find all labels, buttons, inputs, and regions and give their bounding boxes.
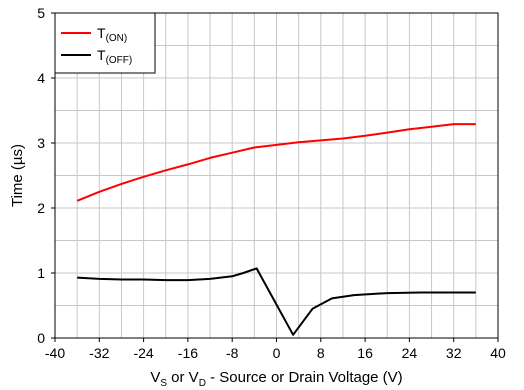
y-tick-label: 4	[37, 70, 45, 86]
x-tick-label: 0	[273, 345, 281, 361]
y-tick-label: 2	[37, 200, 45, 216]
y-tick-label: 5	[37, 5, 45, 21]
x-tick-label: -24	[133, 345, 153, 361]
y-tick-label: 0	[37, 330, 45, 346]
x-tick-label: -32	[89, 345, 109, 361]
x-tick-label: 16	[357, 345, 373, 361]
y-axis-label: Time (µs)	[9, 144, 26, 207]
x-tick-label: 32	[446, 345, 462, 361]
legend: T(ON) T(OFF)	[54, 12, 156, 74]
legend-box	[54, 12, 156, 74]
legend-entry: T(OFF)	[97, 47, 132, 66]
y-tick-label: 3	[37, 135, 45, 151]
x-tick-label: 8	[317, 345, 325, 361]
grid	[54, 12, 499, 339]
x-axis-label: VS or VD - Source or Drain Voltage (V)	[150, 369, 402, 389]
legend-entry: T(ON)	[97, 25, 127, 44]
y-tick-label: 1	[37, 265, 45, 281]
x-tick-label: 24	[402, 345, 418, 361]
x-tick-label: 40	[490, 345, 506, 361]
x-tick-label: -8	[226, 345, 239, 361]
series-layer	[76, 123, 476, 336]
x-tick-label: -16	[178, 345, 198, 361]
ticks: -40 -32 -24 -16 -8 0 8 16 24 32 40 0 1 2 3 4 5	[37, 5, 506, 361]
series-line-ton	[76, 123, 476, 202]
series-line-toff	[77, 267, 476, 336]
x-tick-label: -40	[45, 345, 65, 361]
